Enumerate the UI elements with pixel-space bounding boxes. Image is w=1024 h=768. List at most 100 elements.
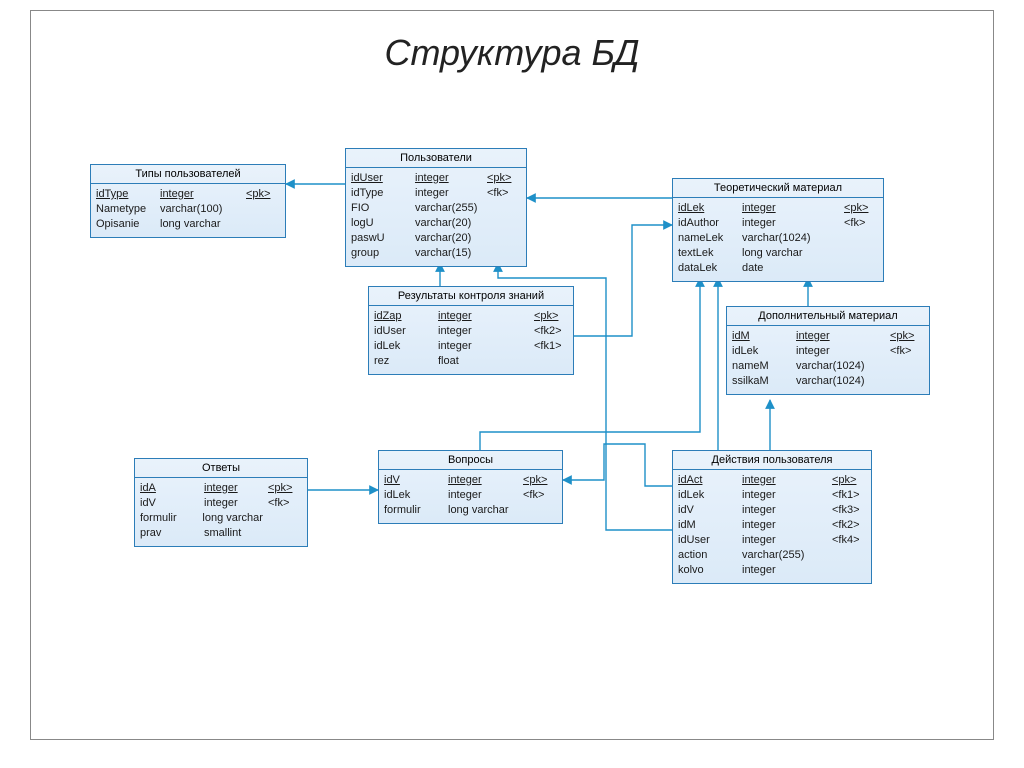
entity-row: idUserinteger<pk> [351,171,521,186]
col-name: idType [96,187,154,202]
col-type: smallint [204,526,262,541]
col-key [487,231,521,246]
col-key: <fk1> [534,339,568,354]
entity-row: idLekinteger<fk> [384,488,557,503]
col-type: integer [742,488,826,503]
entity-row: idVinteger<pk> [384,473,557,488]
col-type: long varchar [202,511,263,526]
col-name: Nametype [96,202,154,217]
col-type: integer [438,324,528,339]
col-name: idAct [678,473,736,488]
entity-title: Ответы [135,459,307,478]
entity-row: idLekinteger<fk1> [374,339,568,354]
entity-row: formulirlong varchar [384,503,557,518]
col-type: varchar(255) [415,201,481,216]
col-type: integer [796,344,884,359]
entity-body: idMinteger<pk>idLekinteger<fk>nameMvarch… [727,326,929,394]
col-key [487,246,521,261]
col-key: <pk> [246,187,280,202]
col-name: formulir [140,511,196,526]
col-name: idType [351,186,409,201]
entity-body: idZapinteger<pk>idUserinteger<fk2>idLeki… [369,306,573,374]
col-type: varchar(1024) [796,359,884,374]
entity-body: idAinteger<pk>idVinteger<fk>formulirlong… [135,478,307,546]
entity-row: Opisanielong varchar [96,217,280,232]
entity-row: idUserinteger<fk4> [678,533,866,548]
col-name: ssilkaM [732,374,790,389]
col-name: nameM [732,359,790,374]
col-type: integer [742,563,826,578]
col-name: idAuthor [678,216,736,231]
entity-row: idLekinteger<pk> [678,201,878,216]
entity-row: prav smallint [140,526,302,541]
entity-addmat: Дополнительный материалidMinteger<pk>idL… [726,306,930,395]
entity-row: idV integer <fk> [140,496,302,511]
entity-row: idZap integer <pk> [374,309,568,324]
col-name: idUser [374,324,432,339]
col-type: varchar(15) [415,246,481,261]
entity-row: formulir long varchar [140,511,302,526]
col-type: varchar(20) [415,216,481,231]
entity-row: kolvo integer [678,563,866,578]
col-name: kolvo [678,563,736,578]
col-type: integer [438,339,528,354]
col-key [844,261,878,276]
col-type: integer [438,309,528,324]
col-type: integer [742,216,838,231]
col-type: integer [742,533,826,548]
col-key [534,354,568,369]
col-type: integer [742,201,838,216]
col-key: <fk> [523,488,557,503]
col-type: float [438,354,528,369]
entity-row: logUvarchar(20) [351,216,521,231]
col-name: idM [678,518,736,533]
col-type: varchar(1024) [742,231,838,246]
entity-row: idLekinteger<fk1> [678,488,866,503]
col-key [832,548,866,563]
col-key [844,246,878,261]
col-type: integer [448,488,517,503]
col-key: <fk2> [832,518,866,533]
entity-body: idTypeinteger<pk>Nametypevarchar(100)Opi… [91,184,285,237]
entity-row: idVinteger<fk3> [678,503,866,518]
col-key: <pk> [523,473,557,488]
col-type: integer [204,481,262,496]
col-key: <fk> [487,186,521,201]
col-key: <pk> [534,309,568,324]
col-key [890,374,924,389]
col-type: varchar(1024) [796,374,884,389]
col-key: <fk> [268,496,302,511]
col-name: prav [140,526,198,541]
entity-body: idVinteger<pk>idLekinteger<fk>formulirlo… [379,470,562,523]
col-key [246,217,280,232]
entity-users: Пользователи idUserinteger<pk>idType integ… [345,148,527,267]
entity-row: idLekinteger<fk> [732,344,924,359]
col-key [523,503,557,518]
col-type: date [742,261,838,276]
col-type: integer [415,186,481,201]
col-type: integer [448,473,517,488]
col-type: integer [160,187,240,202]
entity-title: Пользователи [346,149,526,168]
entity-row: idMinteger<fk2> [678,518,866,533]
col-name: idV [140,496,198,511]
col-type: integer [204,496,262,511]
col-name: idLek [732,344,790,359]
col-key [487,216,521,231]
col-name: group [351,246,409,261]
col-key: <fk4> [832,533,866,548]
col-key [844,231,878,246]
entity-title: Вопросы [379,451,562,470]
entity-row: idActinteger<pk> [678,473,866,488]
entity-title: Дополнительный материал [727,307,929,326]
col-name: FIO [351,201,409,216]
entity-title: Результаты контроля знаний [369,287,573,306]
col-name: idZap [374,309,432,324]
col-key: <pk> [844,201,878,216]
col-name: rez [374,354,432,369]
col-key: <fk1> [832,488,866,503]
entity-row: actionvarchar(255) [678,548,866,563]
entity-title: Типы пользователей [91,165,285,184]
entity-row: idType integer <fk> [351,186,521,201]
col-key: <pk> [890,329,924,344]
